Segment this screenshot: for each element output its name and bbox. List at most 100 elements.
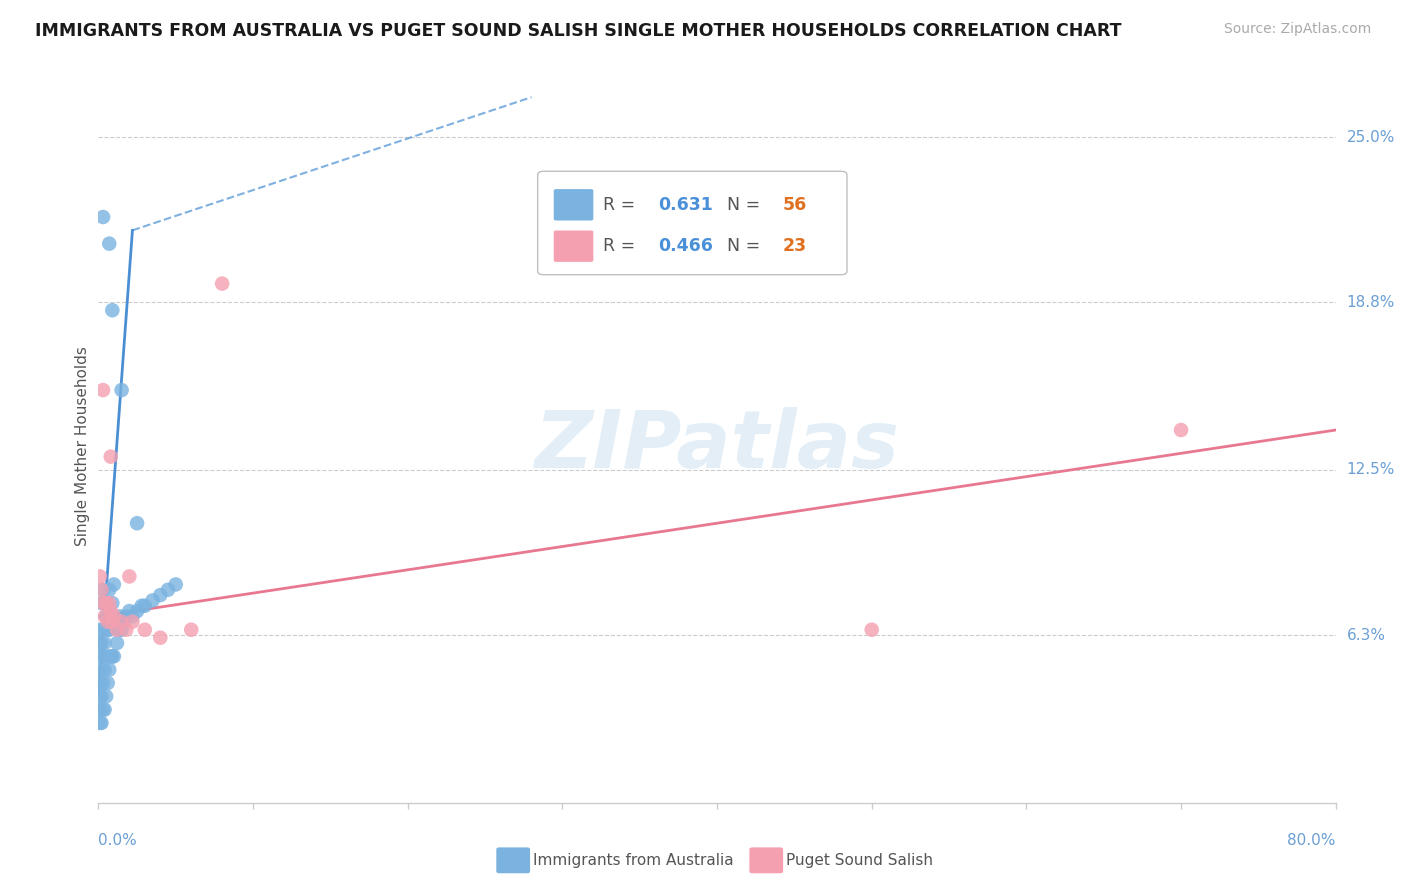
Text: 0.0%: 0.0% bbox=[98, 833, 138, 848]
FancyBboxPatch shape bbox=[749, 847, 783, 873]
Point bbox=[101, 303, 124, 318]
Point bbox=[91, 383, 114, 397]
Point bbox=[98, 582, 121, 597]
Point bbox=[93, 609, 115, 624]
Text: 18.8%: 18.8% bbox=[1347, 294, 1395, 310]
Text: 80.0%: 80.0% bbox=[1288, 833, 1336, 848]
Point bbox=[91, 210, 114, 224]
Point bbox=[97, 676, 120, 690]
Point bbox=[98, 236, 121, 251]
Point bbox=[149, 631, 172, 645]
Point bbox=[103, 609, 125, 624]
Text: 6.3%: 6.3% bbox=[1347, 628, 1386, 642]
Point bbox=[127, 604, 149, 618]
Point bbox=[96, 649, 118, 664]
Point bbox=[98, 663, 121, 677]
Point bbox=[165, 577, 187, 591]
Point bbox=[111, 623, 132, 637]
Text: ZIPatlas: ZIPatlas bbox=[534, 407, 900, 485]
Point bbox=[101, 596, 124, 610]
Point bbox=[89, 676, 111, 690]
Point bbox=[111, 383, 132, 397]
Point bbox=[89, 690, 111, 704]
Text: 0.466: 0.466 bbox=[658, 237, 713, 255]
Point bbox=[211, 277, 233, 291]
Point bbox=[89, 715, 111, 730]
Text: Source: ZipAtlas.com: Source: ZipAtlas.com bbox=[1223, 22, 1371, 37]
Y-axis label: Single Mother Households: Single Mother Households bbox=[75, 346, 90, 546]
Point bbox=[93, 663, 115, 677]
Text: 25.0%: 25.0% bbox=[1347, 129, 1395, 145]
Text: Immigrants from Australia: Immigrants from Australia bbox=[533, 854, 734, 868]
Text: N =: N = bbox=[727, 196, 766, 214]
Point bbox=[97, 615, 120, 629]
Text: N =: N = bbox=[727, 237, 766, 255]
Text: 56: 56 bbox=[783, 196, 807, 214]
Point bbox=[96, 596, 118, 610]
Point bbox=[112, 615, 135, 629]
Point bbox=[90, 582, 112, 597]
Point bbox=[103, 615, 125, 629]
FancyBboxPatch shape bbox=[554, 230, 593, 262]
Point bbox=[134, 599, 156, 613]
Point bbox=[91, 623, 114, 637]
Point bbox=[90, 636, 112, 650]
Text: 23: 23 bbox=[783, 237, 807, 255]
Point bbox=[98, 623, 121, 637]
Point bbox=[107, 623, 129, 637]
Point bbox=[180, 623, 202, 637]
Text: IMMIGRANTS FROM AUSTRALIA VS PUGET SOUND SALISH SINGLE MOTHER HOUSEHOLDS CORRELA: IMMIGRANTS FROM AUSTRALIA VS PUGET SOUND… bbox=[35, 22, 1122, 40]
Point bbox=[860, 623, 883, 637]
Point bbox=[89, 649, 111, 664]
Point bbox=[127, 516, 149, 531]
Point bbox=[96, 690, 118, 704]
Point bbox=[89, 623, 111, 637]
Point bbox=[90, 715, 112, 730]
Point bbox=[93, 596, 115, 610]
Point bbox=[103, 577, 125, 591]
Point bbox=[91, 649, 114, 664]
FancyBboxPatch shape bbox=[554, 189, 593, 220]
Point bbox=[90, 596, 112, 610]
Point bbox=[89, 569, 111, 583]
Point bbox=[149, 588, 172, 602]
Point bbox=[101, 649, 124, 664]
Point bbox=[111, 615, 132, 629]
Point bbox=[89, 636, 111, 650]
Point bbox=[93, 636, 115, 650]
Point bbox=[100, 450, 122, 464]
Point bbox=[97, 623, 120, 637]
Point bbox=[134, 623, 156, 637]
Point bbox=[89, 703, 111, 717]
Text: R =: R = bbox=[603, 196, 641, 214]
Point bbox=[131, 599, 153, 613]
Point bbox=[91, 703, 114, 717]
Point bbox=[141, 593, 165, 607]
Text: R =: R = bbox=[603, 237, 641, 255]
Point bbox=[105, 623, 128, 637]
Point bbox=[100, 609, 122, 624]
Point bbox=[90, 690, 112, 704]
Point bbox=[91, 582, 114, 597]
Point bbox=[115, 623, 138, 637]
Point bbox=[105, 636, 128, 650]
Point bbox=[91, 596, 114, 610]
Point bbox=[103, 649, 125, 664]
FancyBboxPatch shape bbox=[496, 847, 530, 873]
Text: Puget Sound Salish: Puget Sound Salish bbox=[786, 854, 934, 868]
Point bbox=[96, 609, 118, 624]
Point bbox=[121, 615, 143, 629]
Point bbox=[121, 609, 143, 624]
Text: 12.5%: 12.5% bbox=[1347, 462, 1395, 477]
Point bbox=[118, 604, 141, 618]
Point bbox=[118, 569, 141, 583]
Point bbox=[98, 596, 121, 610]
Point bbox=[101, 615, 124, 629]
Point bbox=[100, 649, 122, 664]
Text: 0.631: 0.631 bbox=[658, 196, 713, 214]
Point bbox=[90, 663, 112, 677]
Point bbox=[108, 609, 131, 624]
Point bbox=[157, 582, 180, 597]
Point bbox=[93, 703, 115, 717]
Point bbox=[115, 609, 138, 624]
